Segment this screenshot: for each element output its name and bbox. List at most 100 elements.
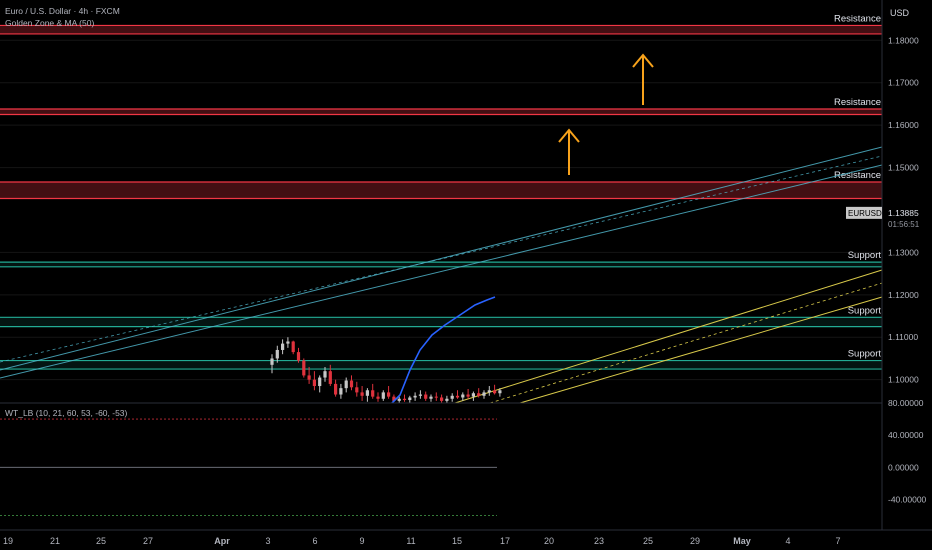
blue-channel-line xyxy=(0,155,883,363)
up-arrow-head xyxy=(632,53,654,68)
candle-body xyxy=(397,398,401,401)
candle-body xyxy=(275,349,279,359)
time-tick-label: 29 xyxy=(690,536,700,546)
time-tick-label: 6 xyxy=(312,536,317,546)
candle-body xyxy=(270,358,274,365)
osc-tick-label: -40.00000 xyxy=(888,494,927,504)
candle-body xyxy=(471,393,475,397)
candle-body xyxy=(365,390,369,396)
candle-body xyxy=(334,383,338,395)
candle-body xyxy=(440,397,444,401)
grid xyxy=(0,39,882,381)
price-tick-label: 1.10000 xyxy=(888,375,919,385)
zone-label: Support xyxy=(848,305,882,316)
candle-body xyxy=(434,396,438,398)
last-price-bg xyxy=(883,206,932,219)
candle-body xyxy=(302,360,306,376)
zone-resistance xyxy=(0,181,882,199)
time-tick-label: 23 xyxy=(594,536,604,546)
zone-support xyxy=(0,317,882,327)
candle-body xyxy=(371,390,375,397)
candle-body xyxy=(349,380,354,388)
up-arrow-head xyxy=(558,128,580,143)
candle-body xyxy=(360,392,364,396)
candle-body xyxy=(466,394,470,397)
price-tick-label: 1.11000 xyxy=(888,332,918,342)
zone-label: Support xyxy=(848,250,882,261)
candle-body xyxy=(429,396,433,399)
price-tick-label: 1.15000 xyxy=(888,163,919,173)
candle-body xyxy=(455,395,460,398)
time-tick-label: Apr xyxy=(214,536,230,546)
zone-support xyxy=(0,262,882,267)
countdown-label: 01:56:51 xyxy=(888,220,920,229)
time-tick-label: May xyxy=(733,536,751,546)
arrows xyxy=(558,53,654,175)
candle-body xyxy=(376,396,380,399)
blue-channel-line xyxy=(0,164,883,379)
price-tick-label: 1.17000 xyxy=(888,78,919,88)
zone-resistance xyxy=(0,25,882,34)
candle-body xyxy=(498,390,502,394)
osc-tick-label: 80.00000 xyxy=(888,398,924,408)
price-tick-label: 1.13000 xyxy=(888,247,919,257)
symbol-title: Euro / U.S. Dollar · 4h · FXCM xyxy=(5,6,120,16)
yellow-channel-line xyxy=(519,296,883,404)
candle-body xyxy=(424,394,428,399)
candle-body xyxy=(445,398,449,401)
candle-body xyxy=(381,392,385,399)
zone-label: Resistance xyxy=(834,13,881,24)
blue-channel-line xyxy=(0,146,883,371)
candle-body xyxy=(387,392,391,397)
time-tick-label: 19 xyxy=(3,536,13,546)
candle-body xyxy=(477,393,481,396)
candle-body xyxy=(355,387,359,393)
symbol-tag-bg xyxy=(846,206,882,219)
candle-body xyxy=(493,390,497,394)
yellow-channel-line xyxy=(489,282,883,404)
time-tick-label: 15 xyxy=(452,536,462,546)
candle-body xyxy=(328,371,332,384)
candle-body xyxy=(312,379,316,387)
candle-body xyxy=(307,375,311,380)
channels xyxy=(0,146,883,404)
candle-body xyxy=(323,371,327,378)
candle-body xyxy=(487,390,491,393)
candle-body xyxy=(318,377,322,387)
candle-body xyxy=(291,341,295,353)
symbol-tag: EURUSD xyxy=(848,209,882,218)
candle-body xyxy=(392,396,396,401)
oscillator-title: WT_LB (10, 21, 60, 53, -60, -53) xyxy=(5,408,128,418)
last-price-label: 1.13885 xyxy=(888,208,919,218)
time-tick-label: 25 xyxy=(643,536,653,546)
zone-label: Resistance xyxy=(834,170,881,181)
osc-tick-label: 0.00000 xyxy=(888,462,919,472)
price-axis-bg xyxy=(882,0,932,550)
oscillator-pane xyxy=(0,402,882,516)
zone-label: Support xyxy=(848,349,882,360)
time-tick-label: 25 xyxy=(96,536,106,546)
candles xyxy=(270,296,502,404)
candle-body xyxy=(418,394,422,396)
time-tick-label: 4 xyxy=(785,536,790,546)
price-tick-label: 1.16000 xyxy=(888,120,919,130)
zones: Resistance Resistance Resistance Support Sup… xyxy=(0,13,882,370)
candle-body xyxy=(450,395,454,399)
price-tick-label: 1.12000 xyxy=(888,290,919,300)
candle-body xyxy=(281,343,285,350)
time-tick-label: 20 xyxy=(544,536,554,546)
candle-body xyxy=(402,398,407,401)
time-tick-label: 11 xyxy=(406,536,415,546)
time-tick-label: 3 xyxy=(265,536,270,546)
time-tick-label: 27 xyxy=(143,536,153,546)
time-tick-label: 7 xyxy=(835,536,840,546)
indicator-title: Golden Zone & MA (50) xyxy=(5,18,95,28)
ma-line xyxy=(391,296,496,404)
time-tick-label: 21 xyxy=(50,536,60,546)
osc-tick-label: 40.00000 xyxy=(888,430,924,440)
candle-body xyxy=(408,397,412,401)
currency-label: USD xyxy=(890,8,910,18)
yellow-channel-line xyxy=(454,269,883,404)
